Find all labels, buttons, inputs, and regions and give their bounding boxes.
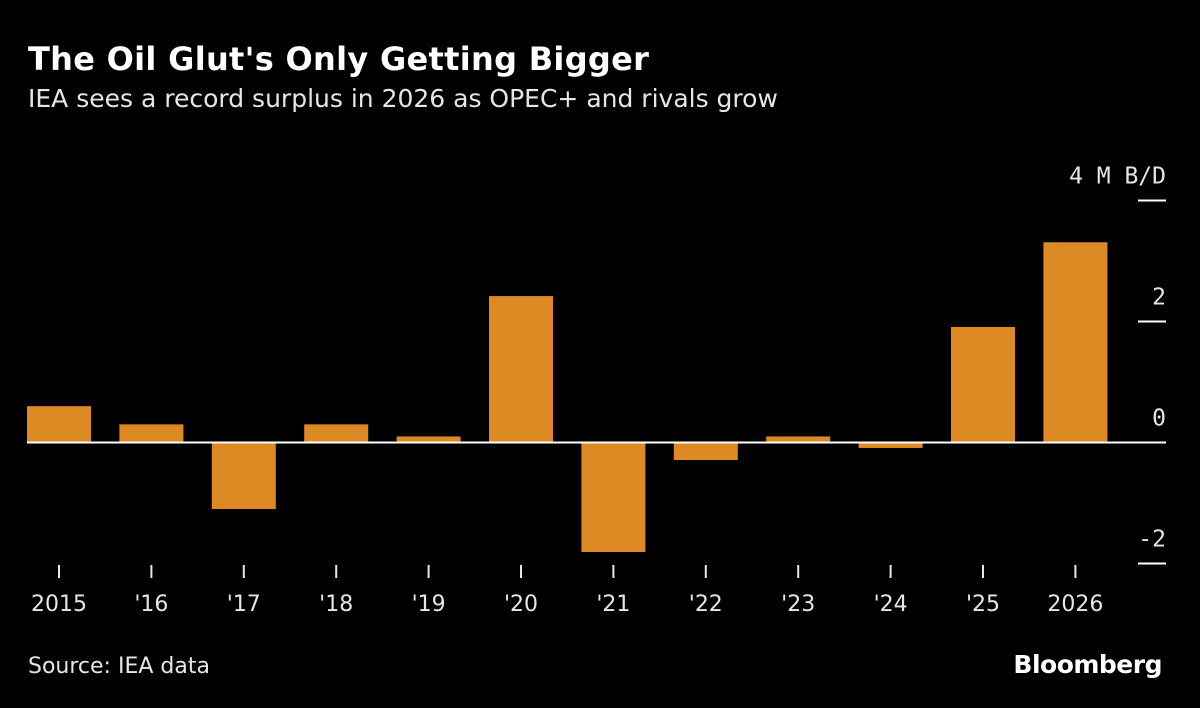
source-note: Source: IEA data — [28, 654, 210, 679]
x-tick-label: '16 — [134, 592, 168, 617]
x-tick-label: '21 — [596, 592, 630, 617]
x-tick-label: '20 — [504, 592, 538, 617]
bar-18 — [304, 424, 369, 443]
y-tick-label: 4 M B/D — [1069, 164, 1166, 190]
bar-20 — [489, 296, 553, 443]
bar-2026 — [1043, 242, 1108, 443]
bar-21 — [581, 442, 646, 553]
bar-17 — [211, 442, 276, 510]
bar-16 — [119, 424, 184, 443]
chart-subtitle: IEA sees a record surplus in 2026 as OPE… — [28, 84, 778, 113]
bar-25 — [951, 326, 1015, 443]
bar-2015 — [27, 406, 91, 443]
x-tick-label: '18 — [319, 592, 353, 617]
y-tick-label: 2 — [1152, 285, 1166, 311]
bloomberg-logo: Bloomberg — [1013, 650, 1162, 679]
bar-24 — [858, 442, 923, 448]
x-tick-label: '22 — [689, 592, 723, 617]
chart-title: The Oil Glut's Only Getting Bigger — [28, 40, 650, 78]
x-tick-label: 2015 — [31, 592, 87, 617]
bar-22 — [673, 442, 738, 461]
x-tick-label: '24 — [874, 592, 908, 617]
x-tick-label: 2026 — [1047, 592, 1103, 617]
y-tick-label: -2 — [1138, 527, 1166, 553]
bar-19 — [396, 436, 461, 443]
bar-23 — [766, 436, 831, 443]
x-tick-label: '19 — [412, 592, 446, 617]
x-tick-label: '17 — [227, 592, 261, 617]
x-tick-label: '25 — [966, 592, 1000, 617]
x-tick-label: '23 — [781, 592, 815, 617]
y-tick-label: 0 — [1152, 406, 1166, 432]
